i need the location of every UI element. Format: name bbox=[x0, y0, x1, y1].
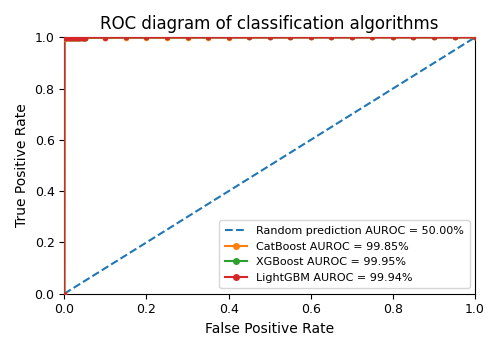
Title: ROC diagram of classification algorithms: ROC diagram of classification algorithms bbox=[100, 15, 439, 33]
Legend: Random prediction AUROC = 50.00%, CatBoost AUROC = 99.85%, XGBoost AUROC = 99.95: Random prediction AUROC = 50.00%, CatBoo… bbox=[220, 220, 470, 288]
X-axis label: False Positive Rate: False Positive Rate bbox=[205, 322, 334, 336]
Y-axis label: True Positive Rate: True Positive Rate bbox=[15, 104, 29, 227]
